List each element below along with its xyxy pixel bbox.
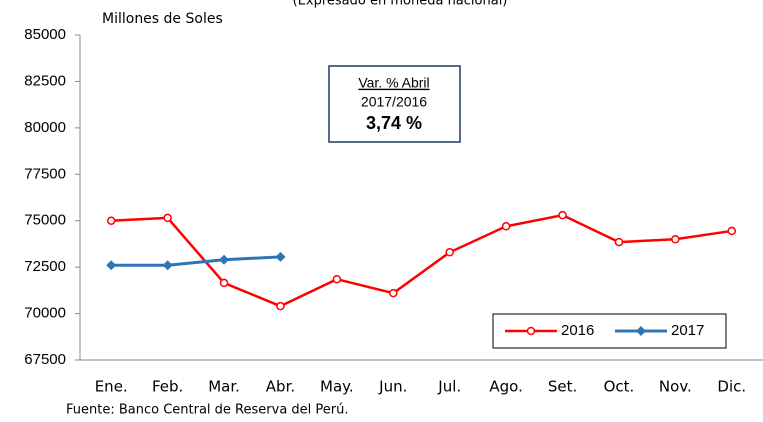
annotation-box (328, 65, 461, 143)
x-tick-label: Mar. (208, 378, 240, 396)
y-tick-label: 70000 (24, 305, 66, 322)
point (219, 254, 230, 265)
y-tick-label: 85000 (24, 26, 66, 43)
x-tick-label: Jul. (437, 378, 461, 396)
point (614, 237, 624, 247)
series-line (111, 213, 732, 308)
annotation-period: 2017/2016 (361, 94, 427, 110)
x-tick-label: Dic. (717, 378, 746, 396)
x-tick-label: Nov. (659, 378, 692, 396)
x-tick-label: Ene. (95, 378, 128, 396)
source: Fuente: Banco Central de Reserva del Per… (66, 403, 349, 418)
y-tick-label: 77500 (24, 165, 66, 182)
point (106, 260, 117, 271)
point (162, 260, 173, 271)
point (275, 251, 286, 262)
y-axis-label: Millones de Soles (102, 11, 223, 27)
annotation-value: 3,74 % (366, 113, 422, 133)
y-tick-label: 82500 (24, 72, 66, 89)
point (671, 235, 680, 244)
point (501, 222, 511, 231)
series-line (111, 255, 281, 267)
x-tick-label: May. (320, 378, 354, 396)
legend-label: 2017 (671, 322, 704, 339)
point (219, 278, 229, 288)
point (445, 248, 454, 257)
y-tick-label: 72500 (24, 258, 66, 275)
point (106, 216, 116, 225)
x-tick-label: Ago. (489, 378, 522, 396)
x-tick-label: Jun. (378, 378, 407, 396)
annotation-title: Var. % Abril (358, 75, 429, 91)
legend-marker (636, 326, 646, 336)
point (163, 213, 172, 223)
x-tick-label: Set. (548, 378, 577, 396)
point (558, 210, 567, 220)
legend-label: 2016 (561, 322, 594, 339)
point (727, 226, 737, 236)
point (389, 288, 398, 298)
x-tick-label: Feb. (152, 378, 183, 396)
point (332, 274, 342, 284)
legend-marker (526, 326, 536, 336)
y-tick-label: 75000 (24, 212, 66, 229)
point (276, 301, 285, 311)
y-tick-label: 67500 (24, 351, 66, 368)
x-tick-label: Abr. (266, 378, 295, 396)
y-tick-label: 80000 (24, 119, 66, 136)
x-tick-label: Oct. (604, 378, 635, 396)
chart-subtitle: (Expresado en moneda nacional) (293, 0, 508, 9)
